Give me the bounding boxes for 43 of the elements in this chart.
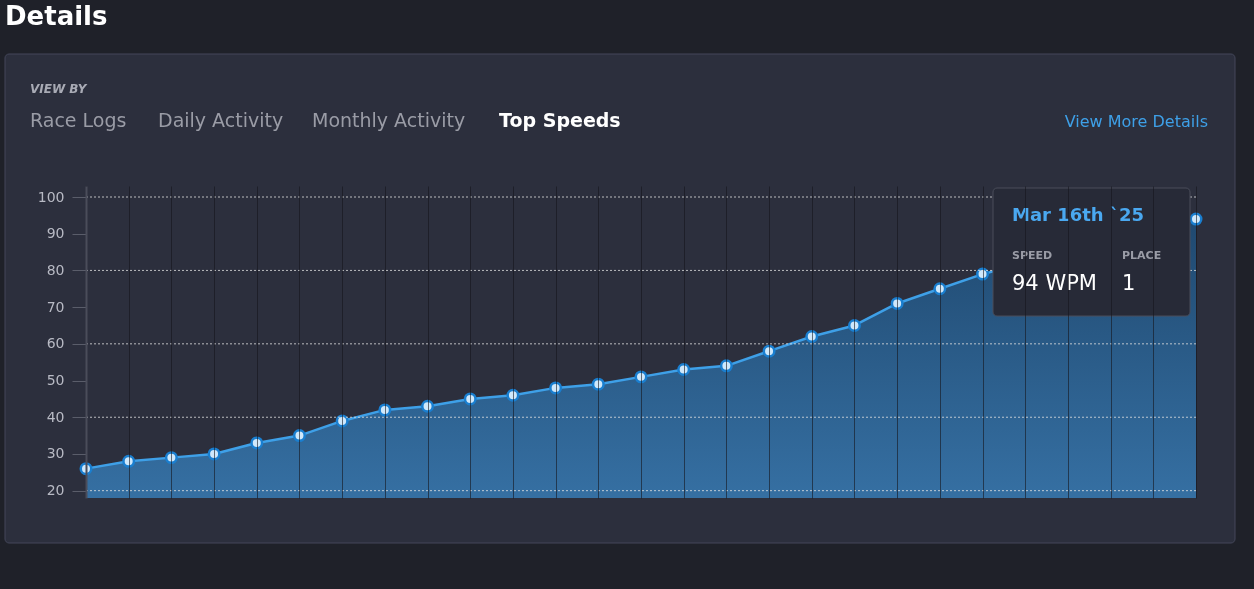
point — [207, 447, 221, 461]
point — [292, 429, 306, 443]
chart-title: Details — [5, 1, 108, 31]
point — [677, 363, 691, 377]
text: Monthly Activity — [312, 109, 466, 131]
y-tick-label: 50 — [46, 372, 65, 389]
point — [762, 344, 776, 358]
point — [591, 377, 605, 391]
text: Top Speeds — [499, 109, 621, 131]
point — [421, 399, 435, 413]
point — [549, 381, 563, 395]
point — [122, 454, 136, 468]
point — [847, 319, 861, 332]
point — [335, 414, 349, 428]
point — [378, 403, 392, 417]
point — [634, 370, 648, 384]
annotation: SPEED — [1012, 249, 1053, 262]
point — [805, 330, 819, 343]
y-tick-label: 40 — [46, 408, 65, 425]
point — [164, 451, 178, 465]
point — [1189, 212, 1203, 226]
annotation: PLACE — [1122, 249, 1162, 262]
y-tick-label: 20 — [46, 482, 65, 499]
y-tick-label: 30 — [46, 445, 65, 462]
text: VIEW BY — [30, 82, 88, 96]
point — [250, 436, 264, 450]
annotation: 1 — [1122, 271, 1136, 295]
text: Daily Activity — [158, 109, 284, 131]
point — [976, 267, 990, 281]
text: Race Logs — [30, 109, 127, 131]
point — [719, 359, 733, 373]
y-tick-label: 60 — [46, 335, 65, 352]
point — [890, 296, 904, 310]
point — [506, 388, 520, 402]
y-tick-label: 70 — [46, 298, 65, 315]
y-tick-label: 90 — [46, 225, 65, 242]
text: View More Details — [1064, 112, 1208, 131]
annotation: Mar 16th `25 — [1012, 204, 1144, 225]
point — [933, 282, 947, 296]
annotation: 94 WPM — [1012, 271, 1097, 295]
y-tick-label: 80 — [46, 261, 65, 278]
point — [463, 392, 477, 406]
y-tick-label: 100 — [37, 188, 65, 205]
